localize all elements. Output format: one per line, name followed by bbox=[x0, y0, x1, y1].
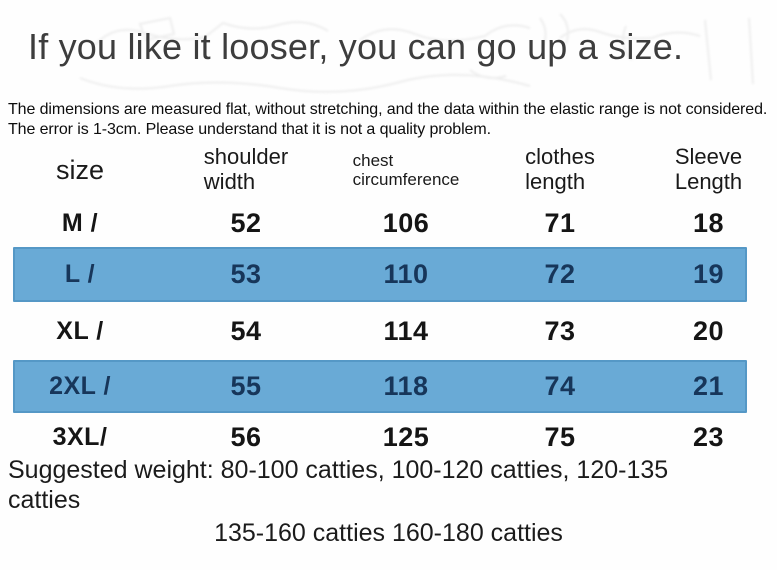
table-row-l: L / 53 110 72 19 bbox=[0, 246, 777, 303]
sleeve-length-cell: 18 bbox=[692, 207, 725, 238]
clothes-length-cell: 73 bbox=[544, 315, 576, 346]
size-cell: L / bbox=[64, 260, 96, 288]
clothes-length-cell: 74 bbox=[544, 371, 576, 401]
column-header-sleeve-length: Sleeve Length bbox=[640, 144, 777, 194]
size-cell: 3XL/ bbox=[52, 422, 108, 451]
chest-circumference-cell: 106 bbox=[382, 207, 430, 238]
sleeve-length-cell: 23 bbox=[692, 421, 725, 452]
column-header-clothes-length: clothes length bbox=[480, 144, 640, 194]
page-title: If you like it looser, you can go up a s… bbox=[28, 26, 684, 67]
table-row-3xl: 3XL/ 56 125 75 23 bbox=[0, 414, 777, 460]
table-row-xl: XL / 54 114 73 20 bbox=[0, 303, 777, 359]
clothes-length-cell: 71 bbox=[544, 207, 576, 238]
shoulder-width-cell: 53 bbox=[230, 259, 262, 289]
column-header-clothes-length-label: clothes length bbox=[525, 144, 595, 194]
column-header-chest-circumference: chest circumference bbox=[332, 151, 480, 189]
chest-circumference-cell: 114 bbox=[383, 315, 429, 346]
chest-circumference-cell: 110 bbox=[383, 259, 429, 289]
size-cell: XL / bbox=[56, 316, 104, 345]
column-header-shoulder-width-label: shoulder width bbox=[203, 144, 289, 194]
size-cell: 2XL / bbox=[49, 372, 111, 400]
sleeve-length-cell: 19 bbox=[692, 259, 725, 289]
column-header-shoulder-width: shoulder width bbox=[160, 144, 332, 194]
size-table: size shoulder width chest circumference … bbox=[0, 140, 777, 460]
table-header-row: size shoulder width chest circumference … bbox=[0, 140, 777, 200]
disclaimer-text: The dimensions are measured flat, withou… bbox=[8, 101, 768, 139]
sleeve-length-cell: 21 bbox=[692, 371, 725, 401]
table-row-m: M / 52 106 71 18 bbox=[0, 200, 777, 246]
chest-circumference-cell: 118 bbox=[383, 371, 429, 401]
sleeve-length-cell: 20 bbox=[692, 315, 725, 346]
column-header-sleeve-length-label: Sleeve Length bbox=[674, 144, 743, 194]
size-cell: M / bbox=[61, 208, 99, 237]
clothes-length-cell: 75 bbox=[544, 421, 576, 452]
column-header-chest-circumference-label: chest circumference bbox=[352, 150, 460, 189]
column-header-size-label: size bbox=[55, 154, 104, 185]
weight-ranges-text: 135-160 catties 160-180 catties bbox=[214, 519, 563, 547]
shoulder-width-cell: 54 bbox=[230, 315, 262, 346]
clothes-length-cell: 72 bbox=[544, 259, 576, 289]
shoulder-width-cell: 52 bbox=[230, 207, 262, 238]
table-row-2xl: 2XL / 55 118 74 21 bbox=[0, 359, 777, 414]
shoulder-width-cell: 56 bbox=[230, 421, 262, 452]
suggested-weight-text: Suggested weight: 80-100 catties, 100-12… bbox=[8, 456, 669, 514]
shoulder-width-cell: 55 bbox=[230, 371, 262, 401]
column-header-size: size bbox=[0, 155, 160, 185]
chest-circumference-cell: 125 bbox=[382, 421, 430, 452]
